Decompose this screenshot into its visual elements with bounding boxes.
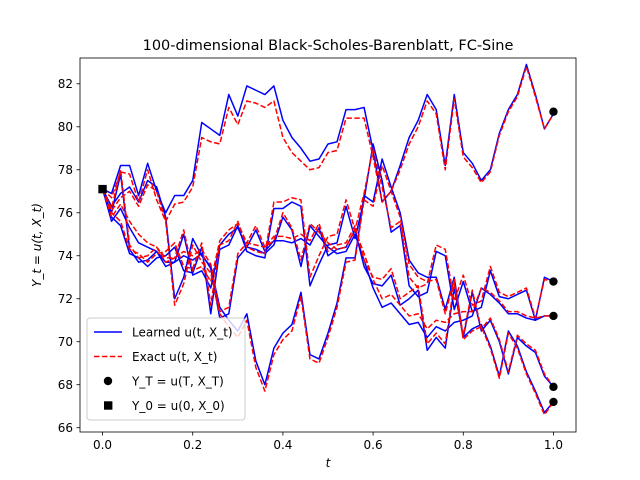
y-tick-label: 76 bbox=[58, 206, 73, 220]
legend-label-4: Y_0 = u(0, X_0) bbox=[131, 399, 225, 413]
x-axis-label: t bbox=[326, 456, 332, 470]
x-tick-label: 0.2 bbox=[183, 438, 202, 452]
plot-frame bbox=[79, 57, 577, 433]
y-tick-label: 68 bbox=[58, 378, 73, 392]
x-tick-label: 0.6 bbox=[364, 438, 383, 452]
y-tick-label: 70 bbox=[58, 335, 73, 349]
y-tick-label: 74 bbox=[58, 249, 73, 263]
terminal-point-5 bbox=[549, 397, 558, 407]
x-tick-label: 0.0 bbox=[93, 438, 112, 452]
terminal-point-4 bbox=[549, 382, 558, 392]
exact-series-line-5 bbox=[101, 169, 555, 388]
x-tick-label: 0.8 bbox=[454, 438, 473, 452]
legend-label-3: Y_T = u(T, X_T) bbox=[131, 374, 224, 388]
exact-series-line-1 bbox=[102, 65, 555, 223]
x-tick-label: 1.0 bbox=[544, 438, 563, 452]
legend: Learned u(t, X_t) Exact u(t, X_t) Y_T = u(… bbox=[86, 317, 246, 421]
y-tick-label: 72 bbox=[58, 292, 73, 306]
chart-title: 100-dimensional Black-Scholes-Barenblatt… bbox=[143, 38, 514, 54]
exact-series-line-2 bbox=[101, 188, 554, 330]
axes-layer: 0.0 0.2 0.4 0.6 0.8 1.0 66 68 70 72 74 76 78 80 82 bbox=[58, 57, 577, 452]
legend-box bbox=[86, 317, 246, 421]
learned-series-line-1 bbox=[102, 63, 555, 214]
y-tick-label: 80 bbox=[58, 120, 73, 134]
legend-label-1: Learned u(t, X_t) bbox=[132, 325, 233, 339]
data-layer bbox=[98, 63, 558, 416]
initial-point bbox=[98, 184, 107, 194]
legend-swatch-initial bbox=[104, 401, 113, 410]
y-tick-label: 66 bbox=[58, 421, 73, 435]
plot-area bbox=[101, 63, 555, 416]
y-axis-label: Y_t = u(t, X_t) bbox=[30, 203, 44, 287]
legend-swatch-terminal bbox=[103, 376, 113, 386]
terminal-point-2 bbox=[549, 277, 558, 286]
learned-series-line-4 bbox=[101, 158, 555, 414]
x-tick-label: 0.4 bbox=[273, 438, 292, 452]
exact-series-line-3 bbox=[101, 147, 554, 319]
legend-label-2: Exact u(t, X_t) bbox=[132, 350, 217, 364]
y-axis-label-text: Y_t = u(t, X_t) bbox=[30, 203, 44, 287]
terminal-point-3 bbox=[549, 311, 558, 321]
y-tick-label: 78 bbox=[58, 163, 73, 177]
exact-series-line-4 bbox=[101, 164, 555, 416]
y-tick-label: 82 bbox=[58, 77, 73, 91]
terminal-point-1 bbox=[549, 107, 558, 116]
